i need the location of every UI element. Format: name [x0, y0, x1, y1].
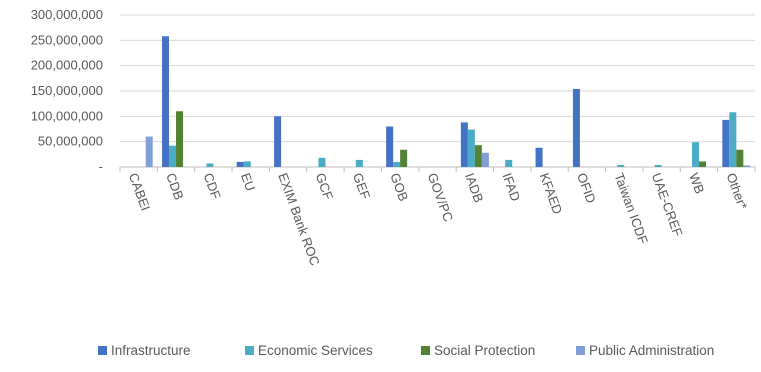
- bar-economic-services: [617, 164, 625, 167]
- bar-economic-services: [654, 164, 662, 167]
- y-tick-label: 300,000,000: [31, 7, 103, 22]
- x-tick-label: IFAD: [499, 171, 523, 203]
- x-tick-label: WB: [686, 171, 707, 196]
- bar-economic-services: [467, 129, 475, 167]
- bar-economic-services: [355, 159, 363, 167]
- x-tick-label: GCF: [313, 171, 337, 202]
- bar-economic-services: [505, 159, 513, 167]
- legend-swatch: [98, 346, 107, 355]
- bar-social-protection: [176, 111, 184, 167]
- x-tick-label: IADB: [462, 171, 486, 205]
- bar-infrastructure: [162, 36, 170, 167]
- bar-infrastructure: [722, 119, 730, 167]
- bar-public-administration: [145, 136, 153, 167]
- x-tick-label: GOV/PC: [425, 171, 456, 224]
- bar-social-protection: [474, 145, 482, 167]
- bar-public-administration: [481, 152, 489, 167]
- bar-social-protection: [400, 149, 408, 167]
- x-tick-label: UAE-CREF: [649, 171, 686, 239]
- y-tick-label: 250,000,000: [31, 32, 103, 47]
- legend-label: Social Protection: [434, 343, 535, 358]
- y-tick-label: 150,000,000: [31, 83, 103, 98]
- legend-label: Infrastructure: [111, 343, 191, 358]
- legend-swatch: [245, 346, 254, 355]
- legend-label: Public Administration: [589, 343, 714, 358]
- y-tick-label: -: [99, 159, 103, 174]
- x-tick-label: CDF: [201, 171, 224, 201]
- bar-public-administration: [743, 165, 751, 167]
- bar-economic-services: [243, 161, 251, 167]
- bar-infrastructure: [460, 122, 468, 167]
- y-tick-label: 50,000,000: [38, 134, 103, 149]
- bar-infrastructure: [274, 116, 282, 167]
- bar-social-protection: [736, 149, 744, 167]
- x-tick-label: GEF: [350, 171, 373, 201]
- x-tick-label: KFAED: [537, 171, 566, 216]
- x-tick-label: Other*: [724, 171, 751, 211]
- bar-economic-services: [393, 161, 401, 167]
- y-tick-label: 100,000,000: [31, 108, 103, 123]
- bar-infrastructure: [386, 126, 394, 167]
- y-tick-label: 200,000,000: [31, 58, 103, 73]
- legend-swatch: [576, 346, 585, 355]
- bar-economic-services: [206, 163, 214, 167]
- bar-economic-services: [318, 157, 326, 167]
- x-tick-label: Taiwan ICDF: [611, 171, 651, 246]
- bar-infrastructure: [535, 147, 543, 167]
- bar-economic-services: [729, 112, 737, 167]
- legend-label: Economic Services: [258, 343, 373, 358]
- x-tick-label: GOB: [387, 171, 411, 203]
- bar-economic-services: [691, 142, 699, 167]
- bar-economic-services: [169, 145, 177, 167]
- bar-infrastructure: [236, 161, 244, 167]
- legend-swatch: [421, 346, 430, 355]
- x-tick-label: CABEI: [126, 171, 153, 213]
- x-tick-label: EXIM Bank ROC: [275, 171, 322, 268]
- bar-infrastructure: [572, 88, 580, 167]
- x-tick-label: OFID: [574, 171, 599, 205]
- x-tick-label: EU: [238, 171, 258, 193]
- x-tick-label: CDB: [163, 171, 186, 202]
- bar-social-protection: [698, 161, 706, 167]
